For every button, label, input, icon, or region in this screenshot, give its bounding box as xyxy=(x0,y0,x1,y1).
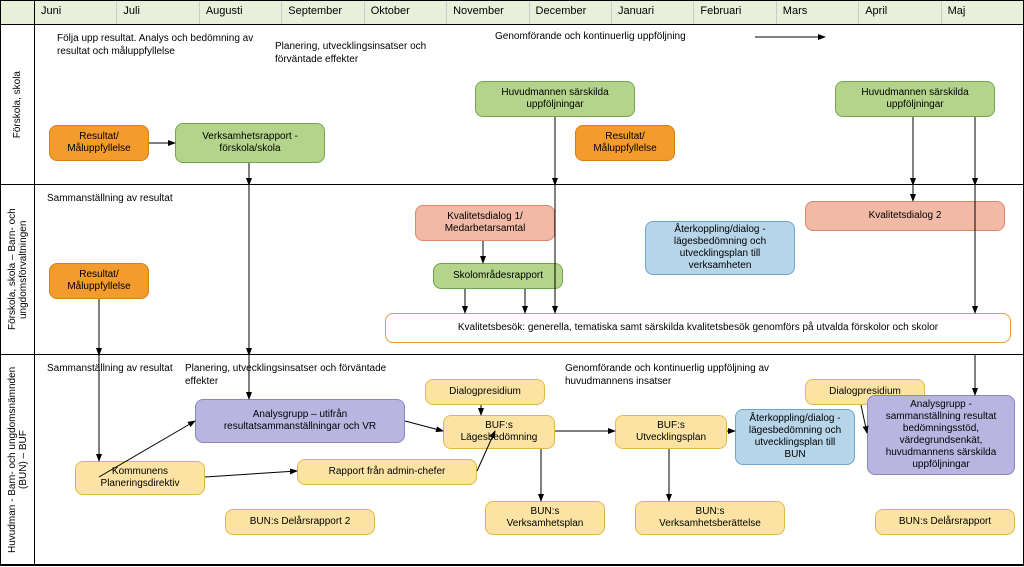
month-cell: Juni xyxy=(35,1,117,24)
month-cell: December xyxy=(530,1,612,24)
activity-box: Kommunens Planeringsdirektiv xyxy=(75,461,205,495)
activity-box: BUN:s Verksamhetsplan xyxy=(485,501,605,535)
activity-box: Kvalitetsbesök: generella, tematiska sam… xyxy=(385,313,1011,343)
month-cell: Maj xyxy=(942,1,1023,24)
header-spacer xyxy=(1,1,35,24)
activity-box: Resultat/ Måluppfyllelse xyxy=(575,125,675,161)
activity-box: BUF:s Utvecklingsplan xyxy=(615,415,727,449)
month-cell: Februari xyxy=(694,1,776,24)
activity-box: Kvalitetsdialog 2 xyxy=(805,201,1005,231)
activity-box: Huvudmannen särskilda uppföljningar xyxy=(475,81,635,117)
activity-box: Rapport från admin-chefer xyxy=(297,459,477,485)
activity-box: Återkoppling/dialog - lägesbedömning och… xyxy=(645,221,795,275)
month-cell: Januari xyxy=(612,1,694,24)
note-text: Genomförande och kontinuerlig uppföljnin… xyxy=(565,363,815,388)
month-cell: April xyxy=(859,1,941,24)
month-cell: November xyxy=(447,1,529,24)
note-text: Planering, utvecklingsinsatser och förvä… xyxy=(275,41,445,66)
swimlane-label: Förskola, skola – Barn- och ungdomsförva… xyxy=(1,185,35,354)
activity-box: Huvudmannen särskilda uppföljningar xyxy=(835,81,995,117)
activity-box: Resultat/ Måluppfyllelse xyxy=(49,263,149,299)
activity-box: Återkoppling/dialog - lägesbedömning och… xyxy=(735,409,855,465)
activity-box: BUN:s Delårsrapport 2 xyxy=(225,509,375,535)
month-cell: September xyxy=(282,1,364,24)
swimlane-r3: Huvudman - Barn- och ungdomsnämnden (BUN… xyxy=(1,355,1023,565)
activity-box: Resultat/ Måluppfyllelse xyxy=(49,125,149,161)
swimlane-content: Sammanställning av resultat Resultat/ Mål… xyxy=(35,185,1023,354)
month-header: JuniJuliAugustiSeptemberOktoberNovemberD… xyxy=(1,1,1023,25)
activity-box: Analysgrupp – utifrån resultatsammanstäl… xyxy=(195,399,405,443)
activity-box: BUN:s Delårsrapport xyxy=(875,509,1015,535)
month-cell: Mars xyxy=(777,1,859,24)
timeline-viewport: JuniJuliAugustiSeptemberOktoberNovemberD… xyxy=(0,0,1024,566)
activity-box: Verksamhetsrapport - förskola/skola xyxy=(175,123,325,163)
note-text: Sammanställning av resultat xyxy=(47,363,187,376)
note-text: Följa upp resultat. Analys och bedömning… xyxy=(57,33,257,58)
swimlane-content: Följa upp resultat. Analys och bedömning… xyxy=(35,25,1023,184)
activity-box: Analysgrupp - sammanställning resultat b… xyxy=(867,395,1015,475)
activity-box: BUN:s Verksamhetsberättelse xyxy=(635,501,785,535)
note-text: Planering, utvecklingsinsatser och förvä… xyxy=(185,363,405,388)
month-cell: Oktober xyxy=(365,1,447,24)
note-text: Genomförande och kontinuerlig uppföljnin… xyxy=(495,31,755,44)
swimlane-r2: Förskola, skola – Barn- och ungdomsförva… xyxy=(1,185,1023,355)
activity-box: BUF:s Lägesbedömning xyxy=(443,415,555,449)
swimlane-label: Huvudman - Barn- och ungdomsnämnden (BUN… xyxy=(1,355,35,564)
activity-box: Dialogpresidium xyxy=(425,379,545,405)
swimlane-label: Förskola, skola xyxy=(1,25,35,184)
month-cell: Augusti xyxy=(200,1,282,24)
activity-box: Skolområdesrapport xyxy=(433,263,563,289)
note-text: Sammanställning av resultat xyxy=(47,193,187,206)
activity-box: Kvalitetsdialog 1/ Medarbetarsamtal xyxy=(415,205,555,241)
month-cell: Juli xyxy=(117,1,199,24)
rows-container: Förskola, skola Följa upp resultat. Analy… xyxy=(1,25,1023,565)
swimlane-r1: Förskola, skola Följa upp resultat. Analy… xyxy=(1,25,1023,185)
swimlane-content: Sammanställning av resultatPlanering, ut… xyxy=(35,355,1023,564)
